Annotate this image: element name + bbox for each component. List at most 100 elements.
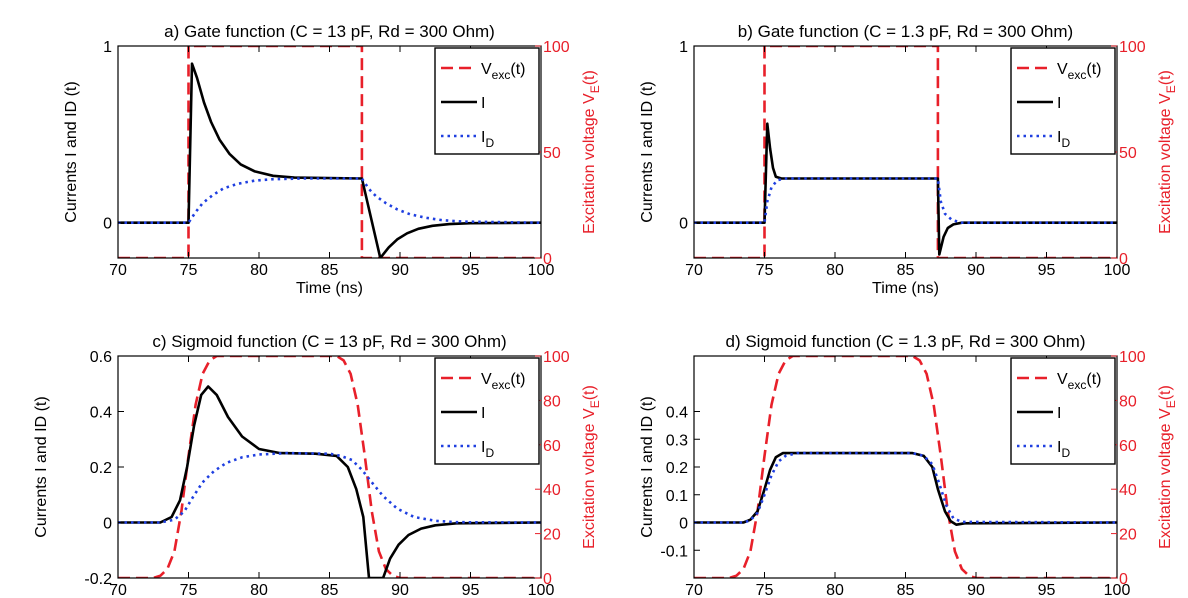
y-tick-label: 0.1: [666, 488, 688, 505]
y-tick-label: 0.4: [90, 405, 112, 422]
legend-label: ID: [1057, 439, 1070, 460]
series-id-line: [694, 451, 1117, 524]
y-right-tick-label: 0: [543, 251, 552, 268]
y-tick-label: 0: [679, 516, 688, 533]
legend-label: I: [481, 95, 485, 112]
x-tick-label: 100: [1104, 582, 1131, 598]
y-axis-label: Currents I and ID (t): [639, 396, 656, 537]
y-axis-label: Currents I and ID (t): [63, 81, 80, 222]
y-axis-right-label: Excitation voltage VE(t): [1157, 385, 1178, 549]
x-tick-label: 90: [391, 582, 409, 598]
y-right-tick-label: 100: [1119, 349, 1146, 366]
legend: Vexc(t) I ID: [1010, 47, 1116, 155]
chart-title: d) Sigmoid function (C = 1.3 pF, Rd = 30…: [725, 332, 1085, 351]
series-i-line: [118, 62, 541, 258]
series-group: [118, 356, 541, 578]
x-tick-label: 80: [250, 262, 268, 279]
x-tick-label: 75: [180, 582, 198, 598]
y-tick-label: 0: [103, 216, 112, 233]
x-tick-label: 95: [1038, 262, 1056, 279]
legend-label: I: [1057, 405, 1061, 422]
x-tick-label: 85: [897, 262, 915, 279]
series-i-line: [694, 122, 1117, 256]
x-tick-label: 100: [1104, 262, 1131, 279]
y-tick-label: 0.2: [666, 460, 688, 477]
y-axis-right-label: Excitation voltage VE(t): [581, 385, 602, 549]
chart-title: b) Gate function (C = 1.3 pF, Rd = 300 O…: [738, 22, 1073, 41]
series-group: [694, 356, 1117, 578]
y-right-tick-label: 80: [1119, 393, 1137, 410]
x-tick-label: 75: [756, 262, 774, 279]
x-tick-label: 85: [897, 582, 915, 598]
y-axis-label: Currents I and ID (t): [33, 396, 50, 537]
legend-label: I: [481, 405, 485, 422]
legend-label: Vexc(t): [1057, 61, 1101, 82]
x-tick-label: 75: [180, 262, 198, 279]
y-right-tick-label: 60: [543, 438, 561, 455]
y-right-tick-label: 20: [543, 527, 561, 544]
legend: Vexc(t) I ID: [434, 47, 540, 155]
y-right-tick-label: 40: [1119, 482, 1137, 499]
legend-label: ID: [1057, 129, 1070, 150]
y-tick-label: 0: [679, 216, 688, 233]
y-axis-right-label: Excitation voltage VE(t): [1157, 70, 1178, 234]
series-group: [694, 46, 1117, 258]
y-right-tick-label: 0: [1119, 571, 1128, 588]
x-tick-label: 70: [109, 582, 127, 598]
x-tick-label: 90: [967, 582, 985, 598]
legend: Vexc(t) I ID: [1010, 357, 1116, 465]
y-right-tick-label: 0: [543, 571, 552, 588]
y-tick-label: -0.2: [84, 571, 112, 588]
y-right-tick-label: 0: [1119, 251, 1128, 268]
legend-label: I: [1057, 95, 1061, 112]
y-axis-right-label: Excitation voltage VE(t): [581, 70, 602, 234]
x-tick-label: 75: [756, 582, 774, 598]
y-tick-label: 0.4: [666, 405, 688, 422]
x-tick-label: 100: [528, 262, 555, 279]
x-axis-label: Time (ns): [872, 280, 939, 297]
x-tick-label: 70: [685, 262, 703, 279]
x-tick-label: 100: [528, 582, 555, 598]
x-tick-label: 85: [321, 262, 339, 279]
y-tick-label: 1: [679, 39, 688, 56]
x-tick-label: 85: [321, 582, 339, 598]
y-right-tick-label: 60: [1119, 438, 1137, 455]
y-tick-label: -0.1: [660, 543, 688, 560]
series-id-line: [118, 177, 541, 224]
y-tick-label: 0.6: [90, 349, 112, 366]
x-tick-label: 70: [685, 582, 703, 598]
y-right-tick-label: 100: [543, 39, 570, 56]
x-tick-label: 80: [250, 582, 268, 598]
legend-label: ID: [481, 439, 494, 460]
series-vexc-line: [118, 356, 541, 578]
y-tick-label: 0.3: [666, 432, 688, 449]
y-right-tick-label: 40: [543, 482, 561, 499]
legend-label: ID: [481, 129, 494, 150]
x-tick-label: 90: [391, 262, 409, 279]
y-right-tick-label: 50: [1119, 145, 1137, 162]
y-right-tick-label: 100: [543, 349, 570, 366]
series-vexc-line: [694, 356, 1117, 578]
x-tick-label: 95: [1038, 582, 1056, 598]
y-right-tick-label: 20: [1119, 527, 1137, 544]
x-tick-label: 80: [826, 262, 844, 279]
y-right-tick-label: 50: [543, 145, 561, 162]
chart-panel-3: 70 75 80 85 90 95 100 -0.2 0 0.2 0.4 0.6 0 20 40 60 80 10…: [33, 332, 602, 598]
legend-label: Vexc(t): [1057, 371, 1101, 392]
legend: Vexc(t) I ID: [434, 357, 540, 465]
series-id-line: [118, 451, 541, 524]
y-tick-label: 1: [103, 39, 112, 56]
x-tick-label: 80: [826, 582, 844, 598]
x-tick-label: 70: [109, 262, 127, 279]
x-axis-label: Time (ns): [296, 280, 363, 297]
y-axis-label: Currents I and ID (t): [639, 81, 656, 222]
y-right-tick-label: 100: [1119, 39, 1146, 56]
x-tick-label: 95: [462, 582, 480, 598]
legend-label: Vexc(t): [481, 61, 525, 82]
x-tick-label: 90: [967, 262, 985, 279]
series-i-line: [118, 385, 541, 578]
legend-label: Vexc(t): [481, 371, 525, 392]
